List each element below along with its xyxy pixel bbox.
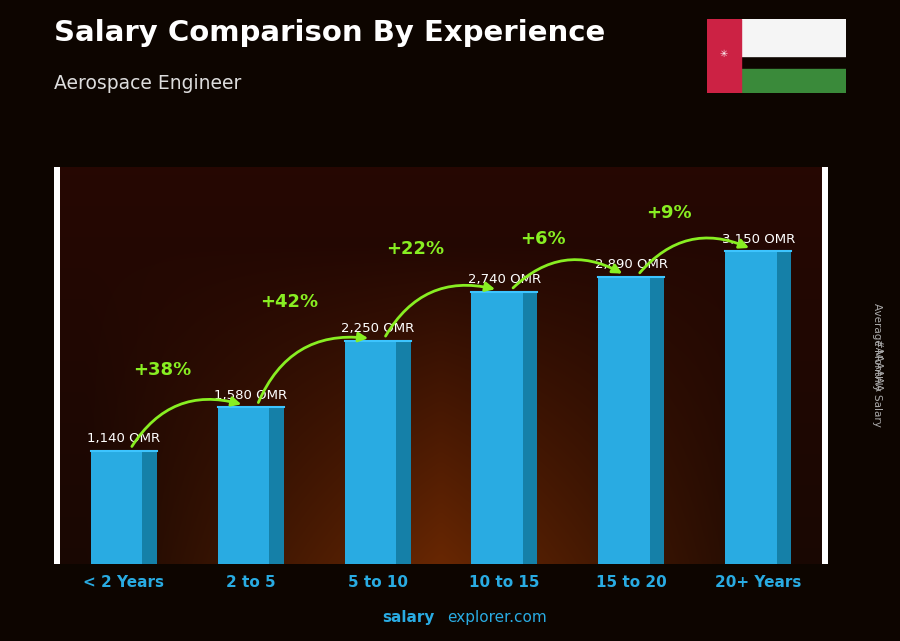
Text: Salary Comparison By Experience: Salary Comparison By Experience: [54, 19, 605, 47]
Text: 2,740 OMR: 2,740 OMR: [468, 273, 541, 287]
Bar: [650, 277, 664, 564]
FancyArrowPatch shape: [258, 333, 365, 403]
FancyArrowPatch shape: [640, 238, 746, 273]
FancyArrowPatch shape: [385, 283, 492, 336]
FancyArrowPatch shape: [132, 398, 238, 447]
Bar: [725, 251, 791, 564]
Text: ✳: ✳: [720, 49, 728, 59]
Bar: [742, 69, 846, 93]
Bar: [218, 407, 284, 564]
Bar: [269, 407, 284, 564]
Bar: [777, 251, 791, 564]
Text: +9%: +9%: [646, 204, 692, 222]
Text: Aerospace Engineer: Aerospace Engineer: [54, 74, 241, 93]
Bar: [742, 19, 846, 56]
FancyArrowPatch shape: [513, 260, 619, 288]
Text: +6%: +6%: [519, 230, 565, 248]
Text: 3,150 OMR: 3,150 OMR: [722, 233, 795, 246]
Bar: [142, 451, 157, 564]
Bar: [706, 19, 742, 93]
Bar: [472, 292, 537, 564]
Text: +22%: +22%: [387, 240, 445, 258]
Text: 2,890 OMR: 2,890 OMR: [595, 258, 668, 272]
Bar: [396, 340, 410, 564]
Text: Average Monthly Salary: Average Monthly Salary: [872, 303, 883, 428]
Bar: [598, 277, 664, 564]
Bar: [91, 451, 157, 564]
Text: salary: salary: [382, 610, 435, 625]
Text: +38%: +38%: [132, 362, 191, 379]
Bar: [523, 292, 537, 564]
Text: 1,140 OMR: 1,140 OMR: [87, 432, 160, 445]
Text: explorer.com: explorer.com: [447, 610, 547, 625]
Text: +42%: +42%: [260, 293, 318, 311]
Bar: [345, 340, 410, 564]
Text: 1,580 OMR: 1,580 OMR: [214, 388, 287, 402]
Text: #AAAAAA: #AAAAAA: [872, 339, 883, 392]
Text: 2,250 OMR: 2,250 OMR: [341, 322, 414, 335]
